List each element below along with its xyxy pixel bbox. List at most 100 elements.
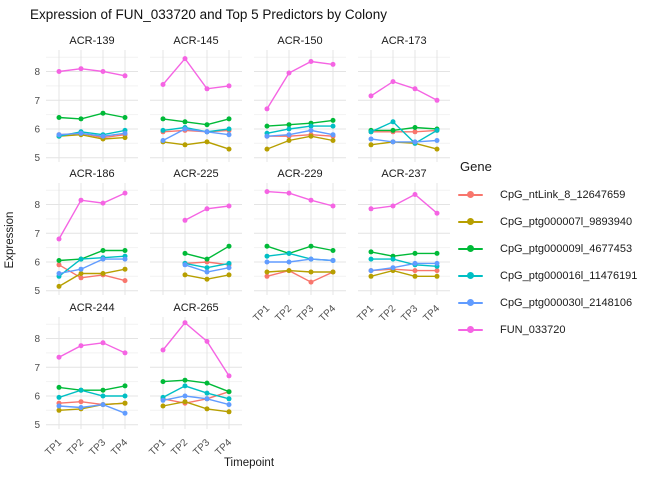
x-tick-label: TP1: [43, 437, 64, 458]
data-point: [56, 262, 62, 268]
data-point: [160, 379, 166, 385]
data-point: [368, 256, 374, 262]
data-point: [434, 273, 440, 279]
data-point: [78, 197, 84, 203]
data-point: [56, 115, 62, 120]
data-point: [286, 122, 292, 128]
facet-title: ACR-173: [381, 35, 426, 47]
data-point: [56, 403, 62, 409]
legend-label: CpG_ptg000016l_11476191: [500, 269, 638, 282]
data-point: [412, 268, 418, 274]
data-point: [56, 394, 62, 400]
series-line-CpG_ptg000016l_11476191: [58, 389, 125, 399]
data-point: [434, 250, 440, 256]
data-point: [160, 138, 166, 143]
series-line-CpG_ptg000009l_4677453: [370, 251, 437, 257]
series-line-CpG_ntLink_8_12647659: [266, 269, 334, 283]
y-tick-label: 6: [34, 392, 40, 403]
series-line-CpG_ptg000016l_11476191: [58, 255, 126, 277]
data-point: [78, 343, 84, 349]
data-point: [122, 350, 128, 356]
legend-entry: CpG_ptg000016l_11476191: [458, 262, 668, 289]
data-point: [204, 338, 210, 344]
series-line-CpG_ntLink_8_12647659: [58, 264, 126, 282]
y-tick-label: 7: [34, 363, 40, 374]
data-point: [264, 146, 270, 152]
data-point: [330, 203, 336, 209]
legend-entry: CpG_ptg000009l_4677453: [458, 235, 668, 262]
series-line-FUN_033720: [162, 57, 230, 90]
series-line-FUN_033720: [370, 193, 438, 214]
y-tick-label: 6: [34, 125, 40, 136]
facet-panel-ACR-139: ACR-139 5 6 7 8: [34, 35, 138, 164]
legend-key-icon: [458, 323, 483, 337]
data-point: [434, 138, 440, 143]
y-tick-label: 8: [34, 67, 40, 78]
data-point: [412, 86, 418, 92]
data-point: [204, 129, 210, 135]
data-point: [286, 70, 292, 76]
data-point: [182, 56, 188, 62]
data-point: [78, 399, 84, 405]
legend-entry: CpG_ptg000030l_2148106: [458, 289, 668, 316]
facet-title: ACR-150: [277, 35, 322, 47]
data-point: [100, 387, 106, 393]
data-point: [390, 79, 396, 85]
x-tick-label: TP2: [273, 303, 294, 324]
series-line-CpG_ptg000009l_4677453: [162, 118, 230, 126]
series-line-FUN_033720: [58, 342, 126, 358]
data-point: [204, 256, 210, 262]
legend-label: CpG_ptg000030l_2148106: [500, 296, 633, 309]
series-line-FUN_033720: [162, 321, 230, 377]
data-point: [122, 278, 128, 284]
series-line-CpG_ptg000009l_4677453: [58, 249, 125, 262]
data-point: [226, 126, 232, 132]
data-point: [390, 119, 396, 125]
x-tick-label: TP4: [421, 303, 442, 324]
legend-label: CpG_ptg000009l_4677453: [500, 242, 633, 255]
data-point: [286, 250, 292, 256]
facet-panel-ACR-265: ACR-265 TP1 TP2 TP3 TP4: [147, 302, 242, 458]
data-point: [100, 402, 106, 408]
series-line-CpG_ptg000009l_4677453: [371, 126, 438, 132]
series-line-CpG_ptg000007l_9893940: [370, 269, 437, 278]
facet-panel-ACR-237: ACR-237 TP1 TP2 TP3 TP4: [355, 168, 450, 324]
data-point: [226, 409, 232, 415]
series-line-CpG_ptg000030l_2148106: [370, 262, 437, 272]
data-point: [56, 271, 62, 276]
data-point: [330, 117, 336, 123]
data-point: [182, 399, 188, 405]
data-point: [122, 266, 128, 272]
x-tick-label: TP1: [251, 303, 272, 324]
facet-panel-ACR-150: ACR-150: [254, 35, 346, 162]
data-point: [390, 127, 396, 133]
series-line-CpG_ptg000016l_11476191: [371, 258, 438, 267]
data-point: [160, 82, 166, 87]
data-point: [56, 407, 62, 413]
data-point: [330, 138, 336, 143]
series-line-CpG_ptg000007l_9893940: [58, 268, 126, 288]
facet-title: ACR-139: [69, 35, 114, 47]
data-point: [264, 123, 270, 129]
data-point: [122, 400, 128, 406]
facet-title: ACR-225: [173, 168, 218, 180]
series-line-CpG_ptg000009l_4677453: [58, 112, 126, 120]
data-point: [434, 210, 440, 216]
x-tick-label: TP3: [399, 303, 420, 324]
series-line-CpG_ptg000030l_2148106: [58, 258, 125, 275]
facet-panel-ACR-173: ACR-173: [358, 35, 450, 162]
data-point: [122, 256, 128, 262]
data-point: [182, 126, 188, 132]
series-line-CpG_ptg000030l_2148106: [162, 128, 230, 142]
data-point: [182, 272, 188, 278]
data-point: [204, 396, 210, 402]
data-point: [286, 268, 292, 274]
data-point: [330, 132, 336, 138]
data-point: [226, 389, 232, 395]
series-line-CpG_ptg000007l_9893940: [370, 141, 438, 150]
x-axis-title: Timepoint: [223, 457, 275, 469]
data-point: [434, 268, 440, 274]
x-tick-label: TP3: [191, 437, 212, 458]
data-point: [330, 269, 336, 275]
